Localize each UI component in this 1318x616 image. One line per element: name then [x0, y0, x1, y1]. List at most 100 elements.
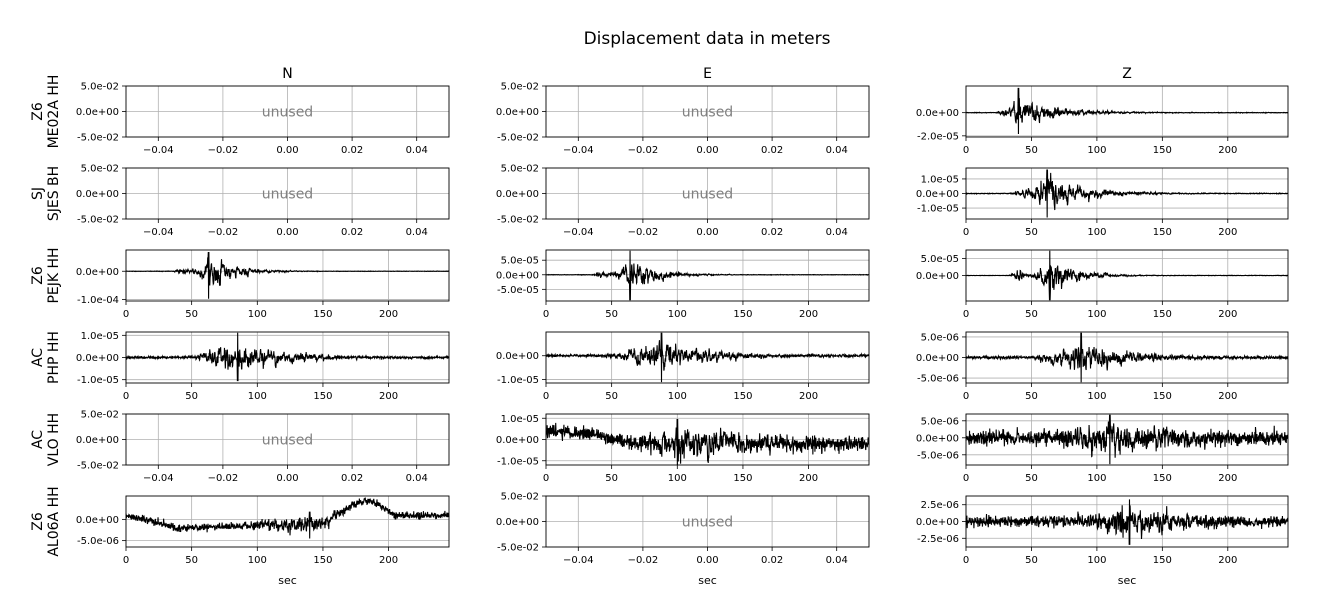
x-tick-label: −0.02 — [208, 227, 239, 238]
x-tick-label: 200 — [1218, 473, 1237, 484]
x-tick-label: −0.04 — [143, 145, 174, 156]
x-tick-label: 50 — [185, 391, 198, 402]
x-tick-label: −0.04 — [143, 227, 174, 238]
x-tick-label: 200 — [379, 309, 398, 320]
y-tick-label: 5.0e-05 — [501, 256, 539, 267]
row-station-label: SJES BH — [46, 166, 62, 221]
x-tick-label: 50 — [605, 309, 618, 320]
y-tick-label: 0.0e+00 — [496, 351, 539, 362]
x-tick-label: 50 — [1025, 555, 1038, 566]
x-tick-label: 0 — [543, 309, 549, 320]
x-tick-label: 150 — [313, 391, 332, 402]
panel-r0-c2: 0 50 100 150 200 0.0e+00 -2.0e-05 — [916, 85, 1289, 156]
y-tick-label: 0.0e+00 — [496, 107, 539, 118]
y-tick-label: 1.0e-05 — [81, 331, 119, 342]
x-tick-label: 150 — [1153, 555, 1172, 566]
axes-frame — [545, 331, 870, 384]
x-tick-label: 0 — [123, 555, 129, 566]
x-tick-label: 200 — [799, 309, 818, 320]
y-tick-label: 5.0e-02 — [501, 492, 539, 503]
x-tick-label: 0.04 — [406, 473, 428, 484]
row-network-label: Z6 — [30, 102, 46, 121]
row-station-label: PEJK HH — [46, 247, 62, 303]
seismic-trace-line — [965, 169, 1289, 218]
x-tick-label: 200 — [1218, 391, 1237, 402]
y-tick-label: 0.0e+00 — [916, 517, 959, 528]
y-tick-label: -5.0e-02 — [77, 133, 119, 144]
panel-r5-c0: 0 50 100 150 200 0.0e+00 -5.0e-06 — [76, 495, 450, 566]
y-tick-label: 5.0e-02 — [501, 164, 539, 175]
y-tick-label: 0.0e+00 — [76, 267, 119, 278]
row-station-label: VLO HH — [46, 413, 62, 466]
y-tick-label: 0.0e+00 — [916, 433, 959, 444]
y-tick-label: 0.0e+00 — [916, 108, 959, 119]
x-tick-label: 100 — [1087, 473, 1106, 484]
x-tick-label: 0 — [123, 309, 129, 320]
x-tick-label: 0 — [543, 473, 549, 484]
row-station-label: AL06A HH — [46, 486, 62, 556]
x-tick-label: 0.00 — [696, 555, 718, 566]
y-tick-label: 0.0e+00 — [76, 107, 119, 118]
row-label-5: Z6 AL06A HH — [30, 486, 62, 556]
x-tick-label: −0.02 — [628, 145, 659, 156]
y-tick-label: 0.0e+00 — [496, 435, 539, 446]
seismic-trace-line — [125, 497, 450, 539]
row-label-2: Z6 PEJK HH — [30, 247, 62, 303]
row-network-label: Z6 — [30, 266, 46, 285]
y-tick-label: 0.0e+00 — [496, 189, 539, 200]
seismic-trace-line — [965, 250, 1289, 301]
x-tick-label: 0 — [963, 473, 969, 484]
column-title-e: E — [703, 66, 712, 82]
x-tick-label: 50 — [605, 473, 618, 484]
y-tick-label: 5.0e-05 — [921, 254, 959, 265]
x-tick-label: 100 — [1087, 555, 1106, 566]
axes-frame — [125, 249, 450, 302]
x-axis-label-z: sec — [1118, 574, 1137, 587]
x-tick-label: 150 — [1153, 309, 1172, 320]
panel-r3-c1: 0 50 100 150 200 0.0e+00 -1.0e-05 — [496, 331, 870, 402]
row-label-4: AC VLO HH — [30, 413, 62, 466]
x-tick-label: 150 — [1153, 473, 1172, 484]
y-tick-label: 1.0e-05 — [501, 414, 539, 425]
x-tick-label: 100 — [1087, 145, 1106, 156]
x-tick-label: 0 — [963, 227, 969, 238]
y-tick-label: 5.0e-02 — [501, 82, 539, 93]
panel-r4-c1: 0 50 100 150 200 1.0e-05 0.0e+00 -1.0e-05 — [496, 413, 870, 484]
row-label-1: SJ SJES BH — [30, 166, 62, 221]
panel-grid: unused −0.04 −0.02 0.00 0.02 0.04 5.0e-02 0.0e+… — [76, 82, 1289, 566]
x-tick-label: 100 — [1087, 391, 1106, 402]
unused-label: unused — [262, 433, 313, 449]
x-tick-label: 50 — [1025, 391, 1038, 402]
y-tick-label: -1.0e-04 — [77, 295, 119, 306]
y-tick-label: -5.0e-02 — [497, 215, 539, 226]
y-tick-label: 5.0e-02 — [81, 82, 119, 93]
panel-r4-c0: unused −0.04 −0.02 0.00 0.02 0.04 5.0e-02 0.0e+… — [76, 410, 450, 484]
x-tick-label: 150 — [1153, 227, 1172, 238]
x-axis-label-e: sec — [698, 574, 717, 587]
x-tick-label: 0.00 — [276, 145, 298, 156]
x-tick-label: 150 — [733, 473, 752, 484]
column-title-z: Z — [1122, 66, 1132, 82]
seismic-trace-line — [965, 87, 1289, 135]
x-tick-label: −0.04 — [563, 227, 594, 238]
y-tick-label: 2.5e-06 — [921, 500, 959, 511]
x-tick-label: 0 — [963, 391, 969, 402]
x-tick-label: 0.04 — [826, 555, 848, 566]
x-tick-label: −0.04 — [563, 145, 594, 156]
y-tick-label: -2.5e-06 — [917, 534, 959, 545]
unused-label: unused — [682, 187, 733, 203]
x-tick-label: 100 — [248, 555, 267, 566]
x-tick-label: −0.02 — [208, 473, 239, 484]
x-tick-label: 200 — [379, 555, 398, 566]
y-tick-label: 0.0e+00 — [916, 271, 959, 282]
axes-frame — [545, 249, 870, 302]
x-tick-label: −0.02 — [628, 227, 659, 238]
x-tick-label: 0 — [123, 391, 129, 402]
x-tick-label: 150 — [733, 309, 752, 320]
seismic-trace-line — [125, 251, 450, 299]
seismic-trace-line — [545, 250, 870, 301]
y-tick-label: -5.0e-06 — [917, 450, 959, 461]
x-tick-label: 200 — [379, 391, 398, 402]
